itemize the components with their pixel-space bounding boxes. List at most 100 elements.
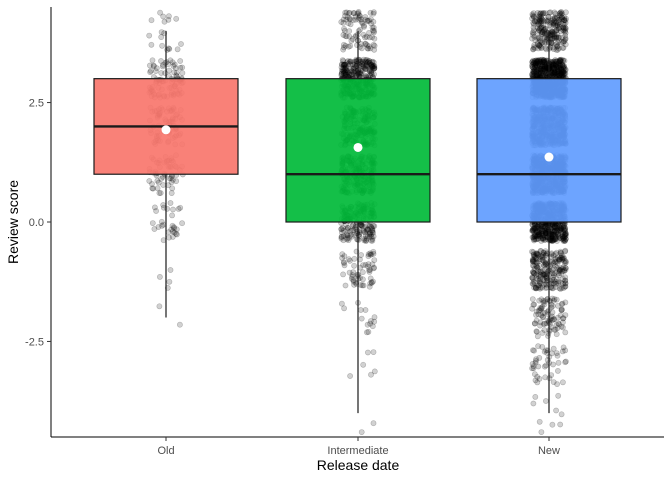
jitter-point <box>538 226 545 232</box>
jitter-point <box>146 178 153 184</box>
jitter-point <box>360 227 367 234</box>
jitter-point <box>535 57 542 64</box>
jitter-point <box>541 40 548 47</box>
jitter-point <box>152 68 159 74</box>
jitter-point <box>537 37 544 44</box>
jitter-point <box>533 18 540 25</box>
jitter-point <box>343 16 350 23</box>
jitter-point <box>532 393 539 400</box>
jitter-point <box>531 235 538 242</box>
jitter-point <box>551 35 558 41</box>
jitter-point <box>550 22 557 28</box>
jitter-point <box>562 67 569 74</box>
jitter-point <box>338 71 345 77</box>
jitter-point <box>531 226 538 233</box>
jitter-point <box>339 225 346 231</box>
jitter-point <box>357 281 364 288</box>
jitter-point <box>551 232 558 238</box>
jitter-point <box>554 238 560 244</box>
jitter-point <box>560 65 566 72</box>
jitter-point <box>557 226 564 233</box>
jitter-point <box>534 379 541 386</box>
jitter-point <box>562 359 569 366</box>
jitter-point <box>169 185 176 192</box>
jitter-point <box>529 269 536 276</box>
jitter-point <box>551 68 557 75</box>
jitter-point <box>541 63 548 70</box>
jitter-point <box>562 19 569 26</box>
jitter-point <box>560 237 567 244</box>
jitter-point <box>535 235 542 242</box>
jitter-point <box>364 42 370 49</box>
jitter-point <box>535 61 541 67</box>
jitter-point <box>553 236 560 242</box>
jitter-point <box>344 232 351 239</box>
jitter-point <box>366 267 372 273</box>
jitter-point <box>551 228 558 234</box>
jitter-point <box>537 59 544 66</box>
jitter-point <box>550 237 557 243</box>
jitter-point <box>538 30 545 37</box>
jitter-point <box>553 19 560 26</box>
jitter-point <box>563 235 569 242</box>
jitter-point <box>343 67 350 74</box>
jitter-point <box>370 278 376 285</box>
jitter-point <box>343 71 350 78</box>
jitter-point <box>551 69 558 76</box>
jitter-point <box>535 21 541 27</box>
x-tick-label: New <box>538 445 560 457</box>
jitter-point <box>343 232 350 238</box>
jitter-point <box>534 373 541 380</box>
jitter-point <box>549 61 556 68</box>
jitter-point <box>346 70 352 77</box>
jitter-point <box>550 231 556 238</box>
jitter-point <box>559 300 566 307</box>
jitter-point <box>366 57 373 64</box>
jitter-point <box>371 46 378 53</box>
mean-marker <box>161 125 171 135</box>
jitter-point <box>338 19 345 25</box>
jitter-point <box>370 229 376 236</box>
jitter-point <box>551 70 557 77</box>
jitter-point <box>553 69 560 76</box>
jitter-point <box>556 37 562 44</box>
jitter-point <box>370 233 377 240</box>
jitter-point <box>561 21 568 28</box>
jitter-point <box>340 70 347 77</box>
jitter-point <box>356 14 362 21</box>
jitter-point <box>554 22 560 29</box>
jitter-point <box>530 400 537 407</box>
jitter-point <box>530 30 537 37</box>
jitter-point <box>341 27 348 34</box>
jitter-point <box>177 58 184 64</box>
jitter-point <box>358 45 365 52</box>
jitter-point <box>530 60 537 66</box>
jitter-point <box>534 25 541 31</box>
jitter-point <box>370 265 377 272</box>
jitter-point <box>545 63 552 69</box>
jitter-point <box>538 18 544 25</box>
jitter-point <box>543 70 550 77</box>
jitter-point <box>370 349 377 355</box>
jitter-point <box>541 58 548 65</box>
jitter-point <box>170 206 176 213</box>
jitter-point <box>541 66 548 72</box>
jitter-point <box>540 228 546 235</box>
jitter-point <box>340 271 346 278</box>
jitter-point <box>371 257 378 263</box>
jitter-point <box>351 281 357 288</box>
jitter-point <box>359 67 366 74</box>
jitter-point <box>369 237 376 244</box>
jitter-point <box>550 64 557 71</box>
jitter-point <box>171 225 177 232</box>
jitter-point <box>529 15 535 22</box>
jitter-point <box>530 13 537 20</box>
jitter-point <box>534 72 541 79</box>
jitter-point <box>531 67 538 74</box>
jitter-point <box>551 64 557 71</box>
jitter-point <box>538 29 545 36</box>
jitter-point <box>343 33 350 40</box>
jitter-point <box>560 315 566 322</box>
jitter-point <box>371 63 378 69</box>
jitter-point <box>351 10 357 17</box>
